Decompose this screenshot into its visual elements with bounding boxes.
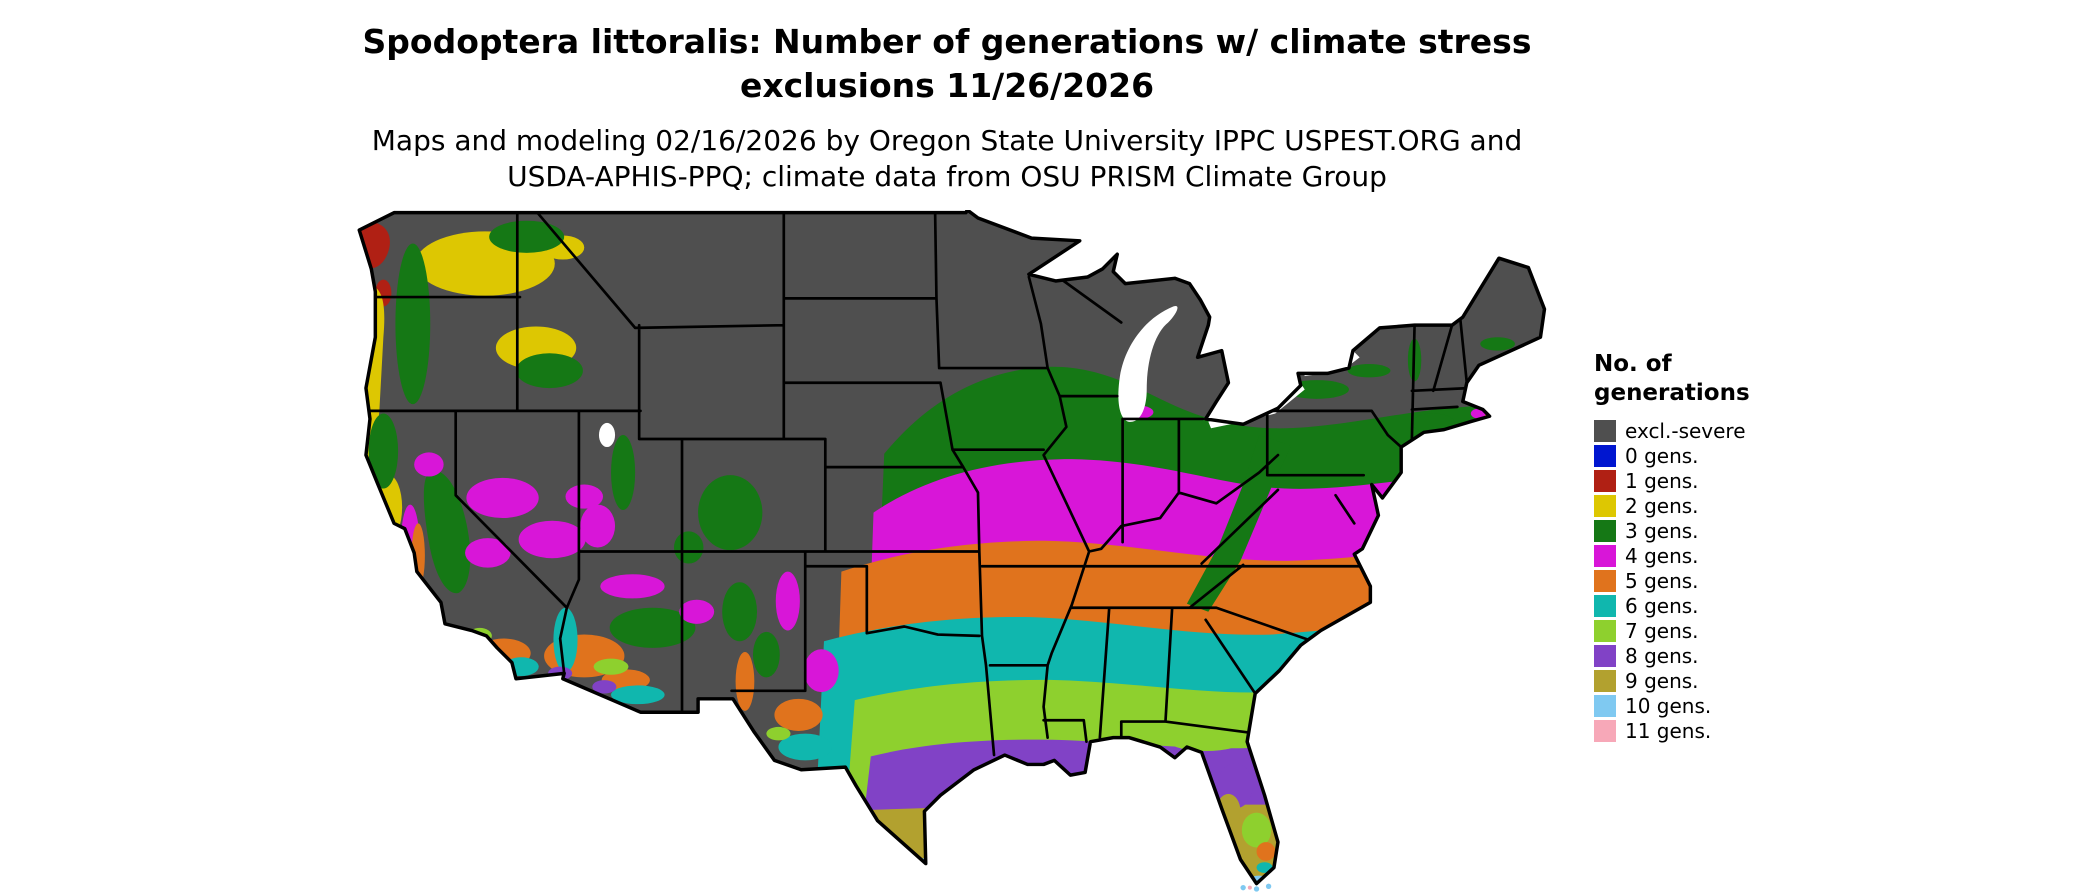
map-patch	[778, 733, 833, 761]
map-patch	[679, 599, 715, 624]
legend-swatch	[1594, 444, 1616, 467]
legend-item: 10 gens.	[1594, 693, 1750, 718]
legend-title-line2: generations	[1594, 380, 1750, 406]
legend-label: 3 gens.	[1625, 518, 1699, 543]
map-patch	[593, 658, 629, 675]
legend-label: 4 gens.	[1625, 543, 1699, 568]
legend-swatch	[1594, 694, 1616, 717]
map-patch	[1347, 364, 1391, 378]
legend-label: 6 gens.	[1625, 593, 1699, 618]
map-patch	[1253, 886, 1260, 892]
legend-swatch	[1594, 644, 1616, 667]
map-patch	[553, 607, 578, 673]
legend-label: 11 gens.	[1625, 718, 1712, 743]
map-patch	[414, 452, 444, 477]
band-9-gens	[868, 804, 1545, 884]
legend-swatch	[1594, 719, 1616, 742]
map-legend: No. of generations excl.-severe 0 gens. …	[1594, 350, 1750, 743]
map-patch	[600, 574, 665, 599]
state-borders	[365, 211, 1470, 757]
legend-swatch	[1594, 469, 1616, 492]
map-patch	[466, 477, 539, 519]
legend-item: 4 gens.	[1594, 543, 1750, 568]
legend-items: excl.-severe 0 gens. 1 gens. 2 gens. 3 g…	[1594, 418, 1750, 743]
map-patch	[1241, 812, 1272, 848]
legend-swatch	[1594, 569, 1616, 592]
map-fill-layers	[359, 210, 1545, 884]
legend-item: 9 gens.	[1594, 668, 1750, 693]
map-patch	[565, 484, 603, 509]
map-patch	[735, 651, 755, 711]
legend-label: 7 gens.	[1625, 618, 1699, 643]
map-subtitle-line2: USDA-APHIS-PPQ; climate data from OSU PR…	[507, 160, 1387, 193]
map-patch	[1247, 885, 1252, 890]
legend-swatch	[1594, 669, 1616, 692]
legend-item: 6 gens.	[1594, 593, 1750, 618]
map-title-line2: exclusions 11/26/2026	[739, 66, 1155, 105]
florida-keys-dots	[1240, 883, 1272, 892]
map-patch	[518, 520, 586, 559]
map-patch	[1240, 884, 1246, 891]
legend-item: excl.-severe	[1594, 418, 1750, 443]
map-patch	[1265, 883, 1272, 889]
map-patch	[611, 434, 636, 510]
map-patch	[423, 470, 471, 594]
map-patch	[611, 685, 665, 705]
legend-label: 2 gens.	[1625, 493, 1699, 518]
legend-swatch	[1594, 594, 1616, 617]
map-patch	[774, 698, 823, 731]
lake-michigan	[1118, 306, 1178, 422]
map-patch	[487, 662, 507, 674]
map-patch	[1168, 729, 1244, 752]
map-title-line1: Spodoptera littoralis: Number of generat…	[362, 22, 1532, 61]
map-patch	[395, 243, 431, 405]
map-patch	[673, 531, 704, 564]
legend-item: 1 gens.	[1594, 468, 1750, 493]
legend-swatch	[1594, 544, 1616, 567]
map-patch	[1411, 413, 1455, 433]
map-patch	[722, 582, 758, 642]
map-patch	[368, 413, 399, 489]
legend-label: excl.-severe	[1625, 418, 1746, 443]
legend-item: 8 gens.	[1594, 643, 1750, 668]
legend-swatch	[1594, 619, 1616, 642]
map-header: Spodoptera littoralis: Number of generat…	[363, 20, 1532, 195]
legend-label: 9 gens.	[1625, 668, 1699, 693]
map-patch	[766, 726, 791, 741]
legend-swatch	[1594, 419, 1616, 442]
legend-swatch	[1594, 494, 1616, 517]
legend-label: 1 gens.	[1625, 468, 1699, 493]
legend-item: 3 gens.	[1594, 518, 1750, 543]
map-subtitle-line1: Maps and modeling 02/16/2026 by Oregon S…	[371, 124, 1523, 157]
map-patch	[1480, 337, 1516, 351]
map-subtitle: Maps and modeling 02/16/2026 by Oregon S…	[363, 123, 1532, 195]
legend-item: 11 gens.	[1594, 718, 1750, 743]
map-patch	[1256, 842, 1276, 861]
map-patch	[592, 680, 617, 694]
map-patch	[489, 220, 565, 253]
map-patch	[580, 504, 616, 548]
map-patch	[775, 571, 800, 631]
map-patch	[752, 631, 780, 678]
legend-item: 7 gens.	[1594, 618, 1750, 643]
us-generations-map	[335, 210, 1554, 892]
map-patch	[698, 475, 763, 551]
map-patch	[609, 607, 696, 648]
legend-label: 0 gens.	[1625, 443, 1699, 468]
legend-item: 2 gens.	[1594, 493, 1750, 518]
legend-label: 5 gens.	[1625, 568, 1699, 593]
map-patch	[465, 538, 511, 568]
great-salt-lake	[598, 422, 616, 448]
us-outline	[357, 210, 1547, 886]
legend-label: 8 gens.	[1625, 643, 1699, 668]
map-patch	[803, 649, 839, 693]
legend-item: 5 gens.	[1594, 568, 1750, 593]
legend-item: 0 gens.	[1594, 443, 1750, 468]
us-map-svg	[357, 210, 1547, 892]
legend-swatch	[1594, 519, 1616, 542]
map-patch	[515, 353, 583, 389]
legend-label: 10 gens.	[1625, 693, 1712, 718]
legend-title-line1: No. of	[1594, 351, 1672, 377]
